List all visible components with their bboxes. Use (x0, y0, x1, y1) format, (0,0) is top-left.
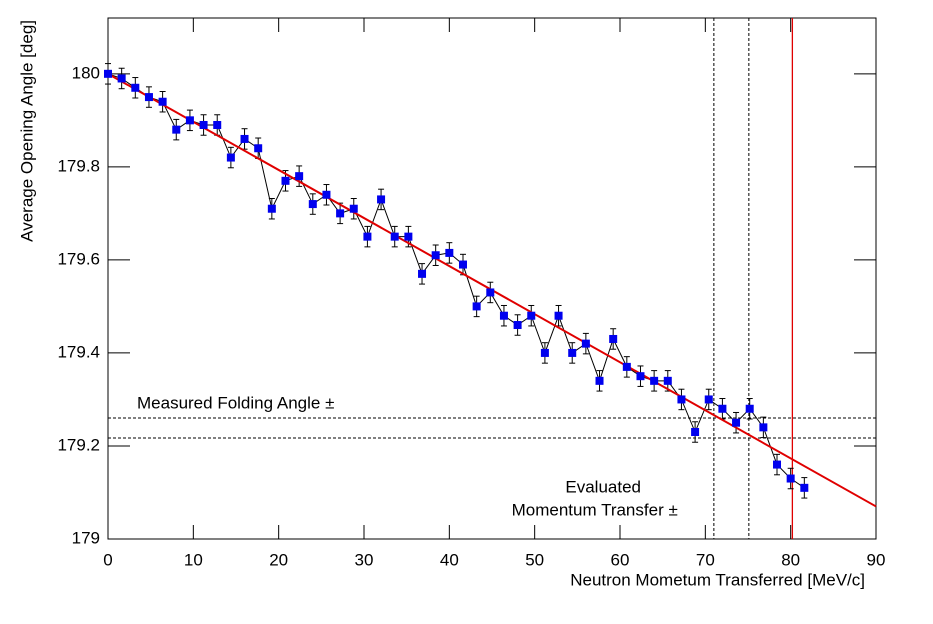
y-tick-label: 179.8 (57, 156, 100, 175)
data-point (636, 372, 645, 381)
data-point (226, 153, 235, 162)
data-point (581, 339, 590, 348)
y-axis-label: Average Opening Angle [deg] (17, 20, 36, 242)
data-point (786, 474, 795, 483)
data-point (117, 74, 126, 83)
x-tick-label: 20 (269, 550, 288, 569)
y-tick-label: 179.4 (57, 342, 100, 361)
data-point (513, 321, 522, 330)
data-point (281, 176, 290, 185)
y-tick-label: 179.2 (57, 435, 100, 454)
data-point (527, 311, 536, 320)
x-tick-label: 80 (781, 550, 800, 569)
data-point (499, 311, 508, 320)
x-tick-label: 50 (525, 550, 544, 569)
plot-frame (107, 17, 877, 540)
data-point (431, 251, 440, 260)
data-point (595, 376, 604, 385)
data-point (732, 418, 741, 427)
x-tick-label: 0 (103, 550, 112, 569)
data-point (172, 125, 181, 134)
data-point (773, 460, 782, 469)
y-tick-label: 179.6 (57, 249, 100, 268)
x-axis-label: Neutron Mometum Transferred [MeV/c] (570, 570, 865, 589)
data-point (158, 97, 167, 106)
data-point (240, 134, 249, 143)
annotation: Evaluated (565, 477, 641, 496)
data-point (554, 311, 563, 320)
data-point (718, 404, 727, 413)
data-point (308, 200, 317, 209)
data-point (363, 232, 372, 241)
x-tick-label: 60 (611, 550, 630, 569)
y-tick-label: 179 (72, 528, 100, 547)
data-point (622, 362, 631, 371)
data-point (377, 195, 386, 204)
data-point (404, 232, 413, 241)
x-tick-label: 40 (440, 550, 459, 569)
data-point (677, 395, 686, 404)
data-line (107, 73, 805, 489)
x-tick-label: 30 (355, 550, 374, 569)
data-point (336, 209, 345, 218)
data-point (609, 334, 618, 343)
data-point (418, 269, 427, 278)
annotation: Momentum Transfer ± (512, 501, 678, 520)
data-point (800, 483, 809, 492)
data-point (663, 376, 672, 385)
y-tick-label: 180 (72, 63, 100, 82)
data-point (185, 116, 194, 125)
data-point (390, 232, 399, 241)
data-point (650, 376, 659, 385)
data-point (458, 260, 467, 269)
data-point (472, 302, 481, 311)
data-point (759, 423, 768, 432)
data-point (745, 404, 754, 413)
data-point (104, 69, 112, 78)
data-point (349, 204, 358, 213)
data-point (691, 428, 700, 437)
data-point (254, 144, 263, 153)
x-tick-label: 10 (184, 550, 203, 569)
data-point (213, 120, 222, 129)
data-point (267, 204, 276, 213)
data-point (322, 190, 331, 199)
data-point (295, 172, 304, 181)
data-point (131, 83, 140, 92)
annotation: Measured Folding Angle ± (137, 394, 334, 413)
data-point (445, 248, 454, 257)
x-tick-label: 90 (867, 550, 886, 569)
data-point (486, 288, 495, 297)
data-point (199, 120, 208, 129)
data-point (568, 348, 577, 357)
x-tick-label: 70 (696, 550, 715, 569)
data-point (704, 395, 713, 404)
data-point (540, 348, 549, 357)
data-point (144, 93, 153, 102)
